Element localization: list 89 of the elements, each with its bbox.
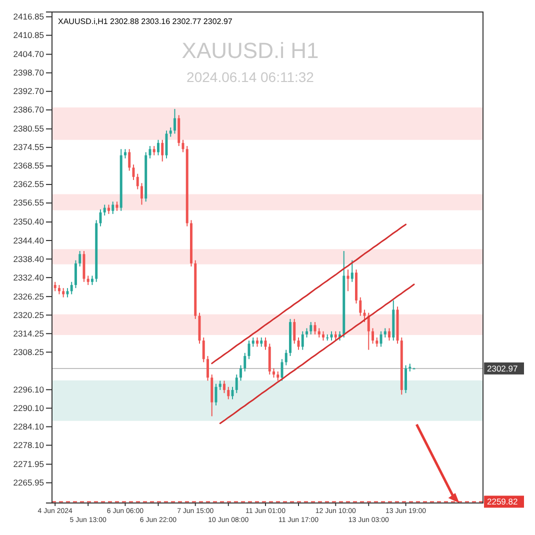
y-tick-label: 2326.25 [13, 291, 44, 302]
candlestick [74, 260, 77, 289]
candlestick [306, 328, 308, 338]
line-series [219, 284, 415, 424]
candlestick [380, 330, 382, 348]
candlestick [206, 356, 209, 382]
y-tick-label: 2308.25 [13, 346, 44, 357]
candlestick [318, 328, 320, 338]
candlestick [301, 330, 304, 350]
ref-line-label: 2302.97 [487, 363, 518, 374]
y-tick-label: 2368.55 [13, 160, 44, 171]
y-tick-label: 2356.55 [13, 198, 44, 208]
candlestick [169, 126, 172, 138]
candlestick [78, 250, 82, 267]
candlestick [70, 281, 73, 295]
candlestick [346, 269, 350, 292]
y-tick-label: 2290.10 [13, 402, 44, 413]
y-tick-label: 2332.40 [13, 272, 44, 282]
y-tick-label: 2271.95 [13, 458, 44, 469]
y-tick-label: 2265.95 [13, 477, 44, 488]
candlestick [128, 148, 131, 172]
candlestick [103, 204, 106, 216]
candlestick [388, 328, 391, 342]
candlestick [124, 148, 126, 159]
y-tick-label: 2296.10 [13, 384, 44, 394]
candlestick [350, 260, 354, 282]
candlestick [235, 374, 238, 394]
candlestick [90, 275, 94, 286]
y-tick-label: 2338.40 [13, 254, 44, 264]
candlestick [152, 146, 156, 156]
y-tick-label: 2314.25 [13, 328, 44, 338]
y-tick-label: 2380.55 [13, 124, 44, 134]
candlestick [116, 201, 118, 212]
candlestick [310, 322, 312, 335]
candlestick [58, 284, 60, 295]
candlestick [240, 364, 242, 382]
candlestick [140, 182, 143, 206]
candlestick [363, 309, 366, 323]
candlestick [112, 201, 114, 214]
candlestick [218, 380, 222, 390]
candlestick [156, 139, 160, 156]
candlestick [322, 330, 324, 342]
candlestick [62, 288, 65, 298]
y-tick-label: 2398.70 [13, 68, 44, 78]
y-tick-label: 2374.55 [13, 142, 44, 152]
annotation: XAUUSD.i,H1 2302.88 2303.16 2302.77 2302.97 [58, 17, 233, 26]
candlestick [161, 139, 164, 162]
y-tick-label: 2278.10 [13, 440, 44, 450]
candlestick [148, 146, 152, 159]
candlestick [99, 208, 102, 227]
candlestick [54, 281, 56, 292]
y-tick-label: 2404.70 [13, 49, 44, 60]
candlestick [252, 336, 254, 348]
candlestick [272, 368, 275, 378]
candlestick [136, 173, 139, 190]
candlestick [202, 336, 205, 363]
candlestick [223, 380, 226, 394]
candlestick [359, 296, 362, 316]
candlestick [182, 139, 184, 153]
candlestick [256, 336, 258, 348]
candlestick [244, 352, 246, 372]
y-tick-label: 2284.10 [13, 421, 44, 432]
candlestick [334, 330, 337, 342]
y-tick-label: 2386.70 [13, 104, 44, 115]
y-tick-label: 2320.25 [13, 310, 44, 320]
candlestick [404, 364, 408, 394]
candlestick [367, 312, 370, 350]
candlestick [165, 130, 168, 159]
line-series [211, 224, 407, 364]
candlestick [284, 349, 288, 366]
y-tick-label: 2410.85 [13, 30, 44, 40]
y-tick-label: 2416.85 [13, 12, 44, 22]
ref-line-label: 2259.82 [487, 496, 518, 507]
candlestick [174, 108, 176, 134]
y-tick-label: 2344.40 [13, 235, 44, 246]
y-tick-label: 2362.55 [13, 179, 44, 190]
candlestick [227, 386, 230, 400]
candlestick [260, 336, 263, 348]
candlestick [66, 288, 69, 298]
y-tick-label: 2392.70 [13, 86, 44, 96]
candlestick [384, 328, 386, 338]
candlestick [276, 370, 280, 382]
y-tick-label: 2350.40 [13, 216, 44, 227]
candlestick [86, 275, 90, 286]
candlestick [372, 328, 374, 344]
candlestick [107, 204, 110, 214]
candlestick [132, 164, 135, 180]
candlestick [293, 318, 296, 344]
candlestick [376, 336, 378, 348]
